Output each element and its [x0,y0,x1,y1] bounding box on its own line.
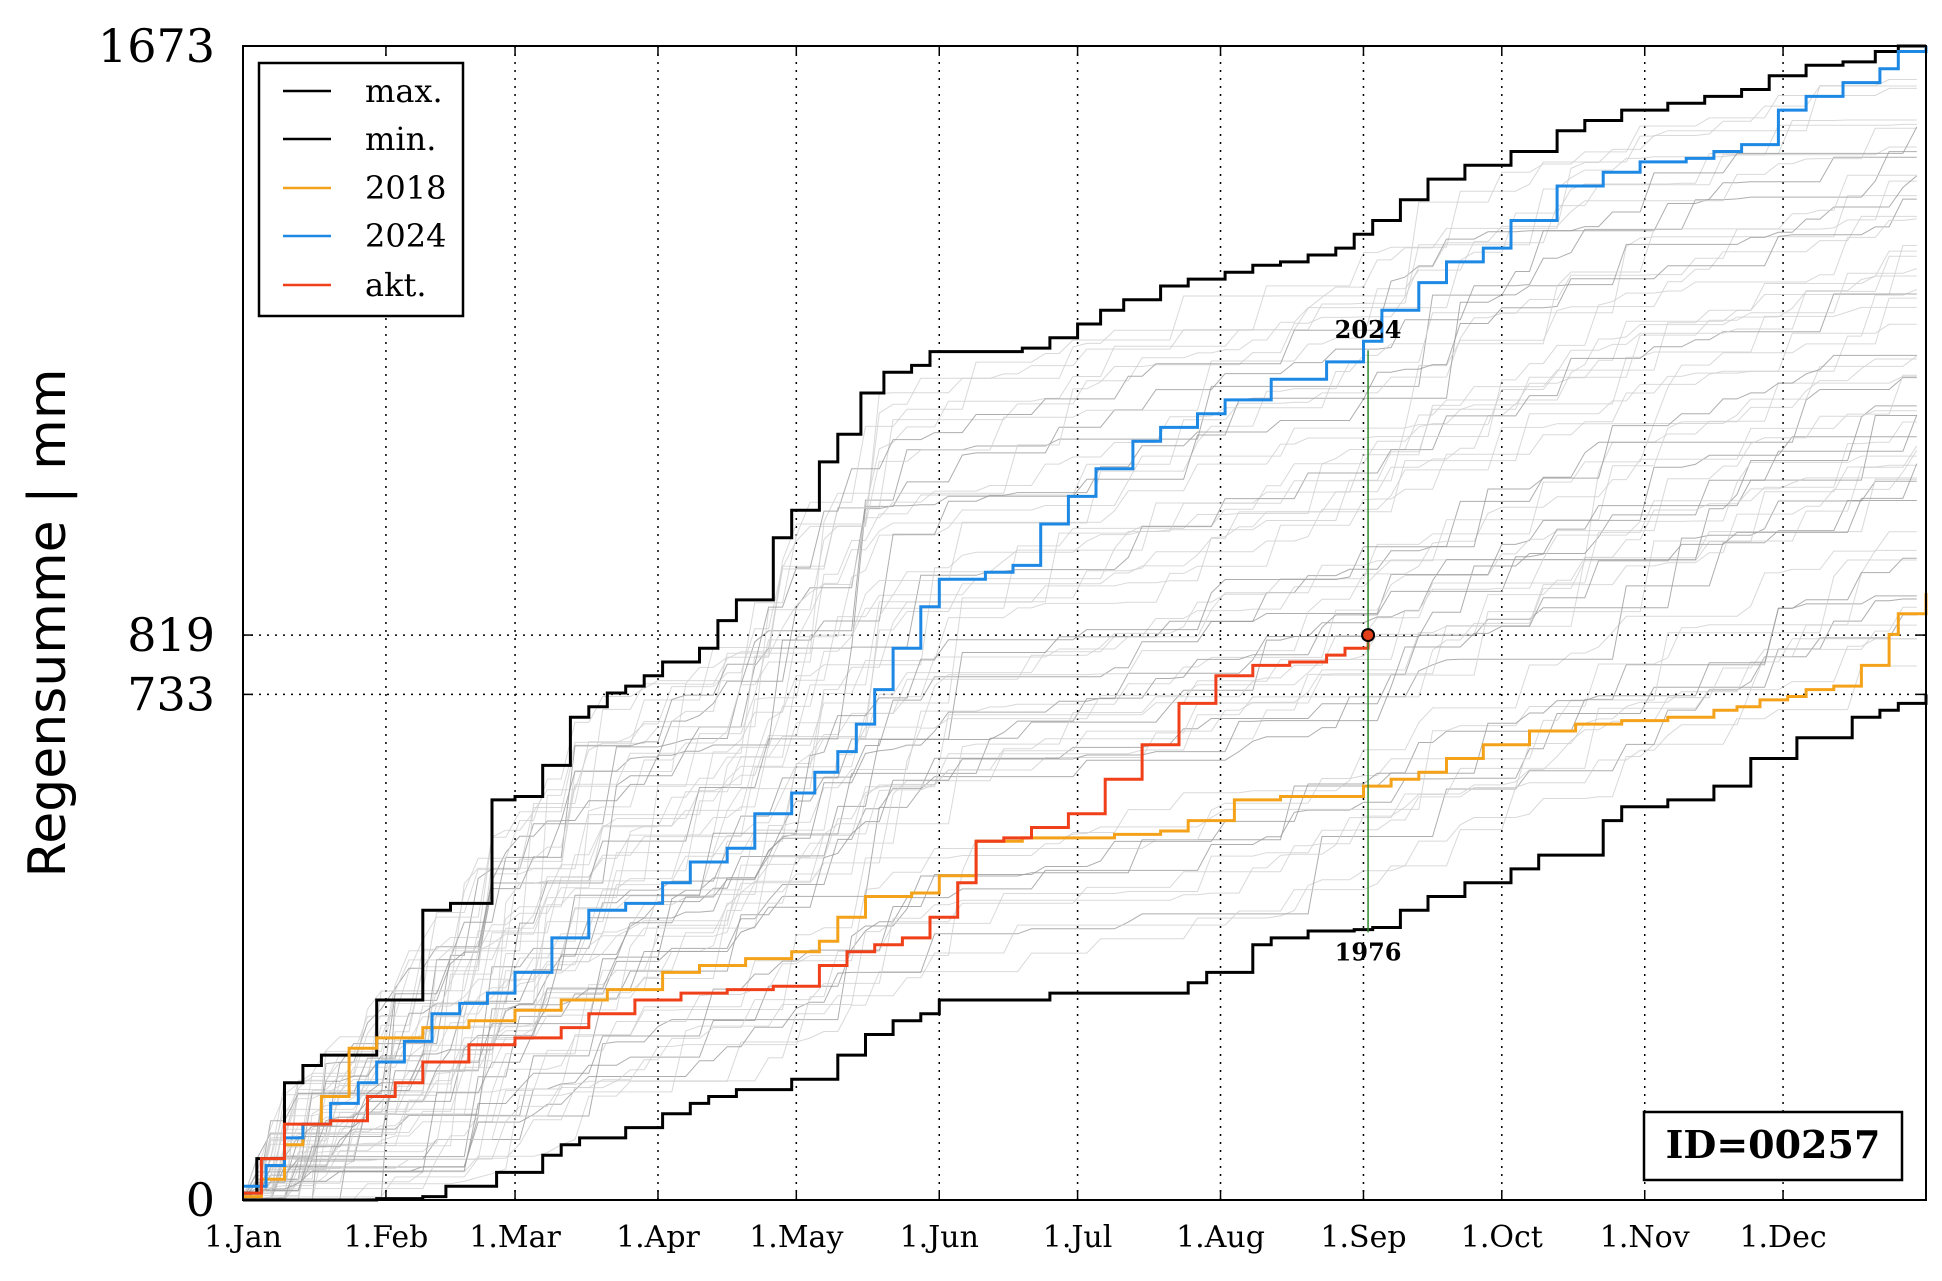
background-year-line [243,415,1917,1194]
x-tick-label: 1.Nov [1600,1220,1690,1255]
x-tick-label: 1.May [749,1220,843,1255]
background-year-line [243,198,1917,1201]
id-box: ID=00257 [1642,1110,1904,1182]
background-year-line [242,531,1917,1201]
x-tick-label: 1.Sep [1320,1220,1406,1255]
background-year-line [243,500,1917,1201]
background-year-line [243,477,1917,1201]
background-year-line [243,377,1917,1201]
background-year-line [243,480,1917,1194]
background-year-line [243,79,1917,1201]
series-line-min [243,694,1928,1202]
x-tick-label: 1.Jan [204,1220,282,1255]
legend-label-min: min. [365,120,436,158]
legend-label-2018: 2018 [365,169,446,207]
range-marker-top-label: 2024 [1335,315,1402,344]
background-year-line [243,665,1917,1201]
background-year-line [243,375,1917,1194]
background-year-line [243,250,1917,1194]
range-marker-bottom-label: 1976 [1335,937,1402,966]
background-year-line [242,557,1917,1194]
background-year-line [243,549,1917,1201]
series-line-max [243,44,1926,1195]
id-box-frame [1642,1110,1904,1182]
background-year-line [243,180,1917,1201]
series-lines [243,44,1928,1202]
background-year-lines [242,79,1918,1201]
background-year-line [243,449,1918,1194]
legend: max. min. 2018 2024 akt. [257,61,465,318]
legend-label-akt: akt. [365,266,427,304]
background-year-line [243,126,1918,1201]
background-year-line [242,275,1917,1201]
background-year-line [243,255,1917,1194]
y-tick-label: 1673 [98,19,215,73]
x-tick-label: 1.Aug [1176,1220,1265,1255]
y-tick-label: 819 [127,608,215,662]
background-year-line [243,151,1917,1201]
background-year-line [243,119,1917,1201]
background-year-line [243,638,1917,1194]
background-year-line [243,638,1917,1200]
background-year-line [243,405,1917,1199]
background-year-line [243,127,1917,1201]
background-year-line [242,436,1917,1201]
background-year-line [243,595,1917,1201]
x-axis: 1.Jan 1.Feb 1.Mar 1.Apr 1.May 1.Jun 1.Jul 1.Aug… [204,46,1827,1255]
background-year-line [243,414,1918,1201]
series-line-2024 [243,46,1928,1188]
background-year-line [243,559,1917,1201]
x-tick-label: 1.Dec [1739,1220,1826,1255]
background-year-line [242,293,1917,1201]
legend-box [257,61,465,318]
id-box-label: ID=00257 [1666,1122,1881,1167]
current-value-point [1361,628,1376,643]
background-year-line [243,624,1917,1201]
background-year-line [243,410,1917,1201]
background-year-line [243,215,1917,1201]
background-year-line [242,87,1917,1201]
background-year-line [242,354,1917,1201]
range-marker: 2024 1976 [1335,315,1402,966]
background-year-line [243,374,1917,1201]
background-year-line [243,358,1917,1201]
background-year-line [242,218,1917,1194]
y-axis-label: Regensumme | mm [18,369,78,878]
plot-frame [242,45,1927,1201]
background-year-line [243,421,1917,1201]
background-year-line [243,614,1917,1201]
x-tick-label: 1.Jul [1043,1220,1113,1255]
background-year-line [242,478,1917,1194]
background-year-line [242,174,1917,1201]
y-tick-label: 0 [186,1173,215,1227]
background-year-line [242,463,1918,1201]
x-tick-label: 1.Feb [344,1220,429,1255]
background-year-line [242,598,1917,1201]
legend-label-2024: 2024 [365,217,446,255]
background-year-line [243,455,1917,1201]
x-tick-label: 1.Oct [1461,1220,1543,1255]
background-year-line [243,323,1917,1201]
legend-label-max: max. [365,72,443,110]
x-tick-label: 1.Jun [900,1220,979,1255]
background-year-line [242,146,1917,1201]
series-line-akt [243,635,1370,1195]
background-year-line [243,195,1917,1201]
y-tick-label: 733 [127,667,215,721]
series-line-2018 [243,593,1928,1199]
x-tick-label: 1.Mar [469,1220,561,1255]
x-tick-label: 1.Apr [616,1220,700,1255]
background-year-line [243,289,1917,1201]
background-year-line [243,268,1917,1194]
background-year-line [242,355,1918,1201]
